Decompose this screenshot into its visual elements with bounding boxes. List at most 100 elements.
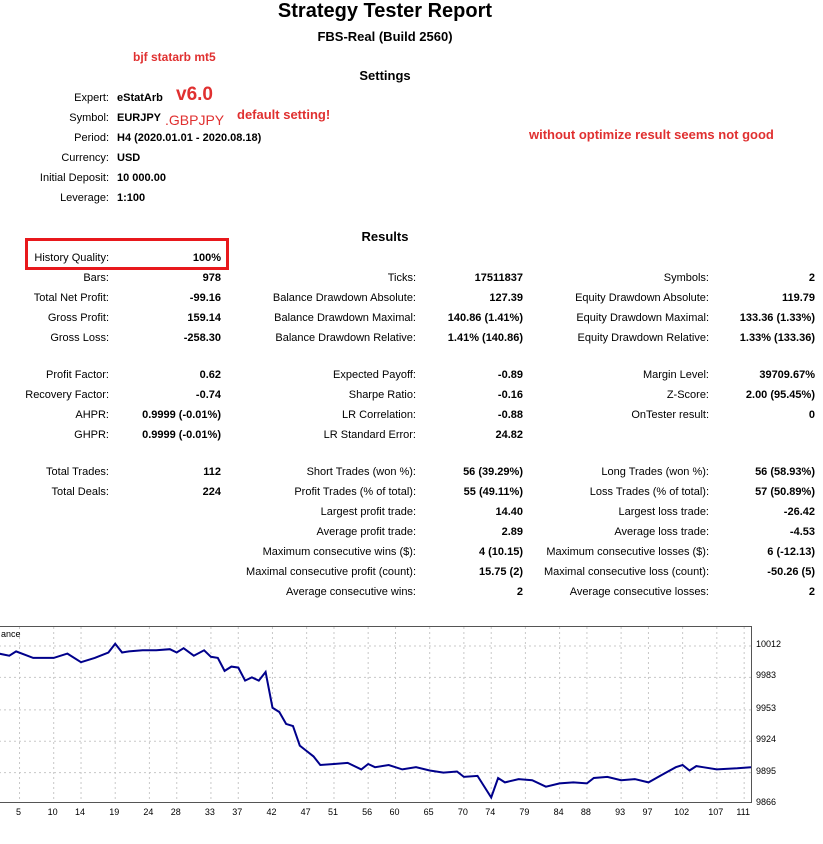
result-label: Total Deals:: [51, 486, 109, 498]
chart-x-tick-label: 107: [708, 807, 724, 817]
annotation-comment: without optimize result seems not good: [529, 127, 774, 142]
result-value: -0.16: [497, 389, 523, 401]
result-label: Gross Profit:: [47, 312, 109, 324]
balance-chart-svg: [0, 627, 751, 802]
settings-label: Symbol:: [69, 112, 109, 124]
result-label: Recovery Factor:: [25, 389, 109, 401]
settings-label: Initial Deposit:: [39, 172, 109, 184]
settings-heading: Settings: [359, 68, 411, 83]
result-value: 119.79: [781, 292, 815, 304]
chart-x-tick-label: 111: [736, 807, 750, 817]
result-value: -0.74: [195, 389, 221, 401]
result-label: Profit Trades (% of total):: [294, 486, 416, 498]
result-value: 224: [202, 486, 221, 498]
result-label: Maximal consecutive loss (count):: [543, 566, 709, 578]
balance-line: [0, 642, 751, 800]
result-value: 56 (58.93%): [755, 466, 815, 478]
settings-label: Expert:: [74, 92, 109, 104]
result-value: 0: [808, 409, 815, 421]
chart-x-tick-label: 14: [75, 807, 86, 817]
chart-x-tick-label: 97: [642, 807, 653, 817]
chart-x-tick-label: 60: [389, 807, 400, 817]
result-label: Profit Factor:: [46, 369, 109, 381]
result-label: Balance Drawdown Absolute:: [272, 292, 416, 304]
result-value: 0.9999 (-0.01%): [142, 409, 221, 421]
chart-x-tick-label: 10: [47, 807, 58, 817]
result-label: Sharpe Ratio:: [348, 389, 416, 401]
result-label: Symbols:: [663, 272, 709, 284]
result-value: 1.41% (140.86): [447, 332, 523, 344]
settings-value: EURJPY: [117, 112, 162, 124]
result-label: AHPR:: [75, 409, 109, 421]
chart-x-tick-label: 37: [232, 807, 243, 817]
chart-y-tick-label: 9924: [756, 734, 777, 745]
result-label: Average consecutive losses:: [569, 586, 709, 598]
result-label: Long Trades (won %):: [601, 466, 709, 478]
chart-x-tick-label: 24: [143, 807, 154, 817]
chart-x-tick-label: 65: [423, 807, 434, 817]
result-label: OnTester result:: [631, 409, 709, 421]
settings-value: USD: [117, 152, 141, 164]
result-label: LR Standard Error:: [323, 429, 416, 441]
annotation-default-setting: default setting!: [237, 107, 331, 122]
result-value: 17511837: [474, 272, 523, 284]
chart-y-tick-label: 9983: [756, 670, 777, 681]
result-label: Equity Drawdown Relative:: [577, 332, 709, 344]
result-value: -26.42: [783, 506, 815, 518]
result-label: Total Net Profit:: [33, 292, 109, 304]
history-quality-value: 100%: [192, 252, 221, 264]
result-label: Ticks:: [387, 272, 416, 284]
result-label: Largest loss trade:: [618, 506, 710, 518]
settings-value: eStatArb: [117, 92, 163, 104]
chart-y-tick-label: 9895: [756, 765, 777, 776]
result-label: Bars:: [83, 272, 109, 284]
result-label: Maximum consecutive losses ($):: [546, 546, 709, 558]
chart-x-tick-label: 5: [15, 807, 21, 817]
result-label: Gross Loss:: [50, 332, 109, 344]
result-label: Maximal consecutive profit (count):: [246, 566, 416, 578]
settings-value: H4 (2020.01.01 - 2020.08.18): [117, 132, 262, 144]
result-value: 15.75 (2): [478, 566, 523, 578]
chart-x-tick-label: 93: [615, 807, 626, 817]
result-value: 1.33% (133.36): [739, 332, 815, 344]
result-value: 39709.67%: [759, 369, 815, 381]
result-label: Average profit trade:: [316, 526, 416, 538]
annotation-version: v6.0: [176, 84, 213, 105]
result-label: Balance Drawdown Maximal:: [274, 312, 416, 324]
chart-x-tick-label: 84: [553, 807, 564, 817]
result-label: Margin Level:: [642, 369, 709, 381]
result-value: 2: [516, 586, 523, 598]
chart-x-tick-label: 42: [266, 807, 277, 817]
result-value: 2: [808, 586, 815, 598]
chart-x-tick-label: 51: [327, 807, 338, 817]
result-value: 978: [202, 272, 221, 284]
settings-value: 10 000.00: [117, 172, 166, 184]
result-value: 140.86 (1.41%): [447, 312, 523, 324]
result-value: 112: [203, 466, 221, 478]
report-subtitle: FBS-Real (Build 2560): [317, 29, 453, 44]
result-label: Z-Score:: [666, 389, 709, 401]
result-label: Average loss trade:: [614, 526, 709, 538]
result-label: Equity Drawdown Maximal:: [576, 312, 709, 324]
chart-x-tick-label: 19: [109, 807, 120, 817]
history-quality-label: History Quality:: [34, 252, 109, 264]
chart-x-tick-label: 47: [300, 807, 311, 817]
result-value: -0.89: [497, 369, 523, 381]
result-label: LR Correlation:: [342, 409, 416, 421]
result-value: 57 (50.89%): [755, 486, 815, 498]
result-label: Balance Drawdown Relative:: [275, 332, 416, 344]
result-value: 159.14: [187, 312, 221, 324]
result-label: Equity Drawdown Absolute:: [575, 292, 709, 304]
result-value: 127.39: [489, 292, 523, 304]
result-value: 2: [808, 272, 815, 284]
chart-x-tick-label: 56: [362, 807, 373, 817]
chart-x-tick-label: 102: [674, 807, 690, 817]
result-value: 2.00 (95.45%): [745, 389, 815, 401]
annotation-symbol-alt: .GBPJPY: [165, 112, 225, 128]
result-value: 55 (49.11%): [463, 486, 523, 498]
settings-value: 1:100: [117, 192, 146, 204]
result-value: 2.89: [501, 526, 523, 538]
result-value: -99.16: [189, 292, 221, 304]
result-label: Short Trades (won %):: [306, 466, 416, 478]
annotation-name: bjf statarb mt5: [133, 50, 216, 64]
